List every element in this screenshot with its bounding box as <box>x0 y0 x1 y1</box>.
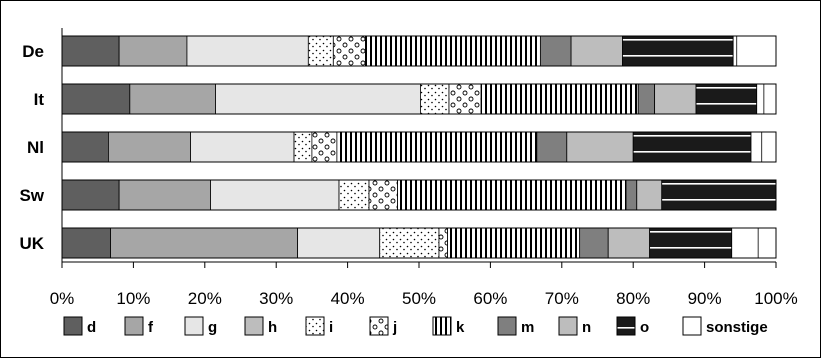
legend-swatch-h <box>244 316 264 336</box>
bar-segment-nl-n <box>566 131 634 163</box>
x-tick-label: 10% <box>116 289 150 308</box>
bar-segment-uk-o <box>649 227 733 259</box>
bar-segment-nl-m <box>536 131 568 163</box>
legend-label-d: d <box>87 319 96 336</box>
x-tick-label: 70% <box>545 289 579 308</box>
bar-segment-de-d <box>61 35 120 67</box>
bar-segment-de-o <box>622 35 734 67</box>
bar-segment-it-d <box>61 83 131 115</box>
bar-segment-it-n <box>654 83 697 115</box>
bar-segment-nl-d <box>61 131 109 163</box>
bar-segment-it-sonstige <box>756 83 765 115</box>
x-tick-label: 100% <box>754 289 797 308</box>
category-label-uk: UK <box>19 234 44 253</box>
bar-segment-sw-n <box>636 179 663 211</box>
x-tick-label: 0% <box>50 289 75 308</box>
legend-label-sonstige: sonstige <box>706 319 768 336</box>
bar-segment-uk-n <box>607 227 651 259</box>
legend-label-i: i <box>329 319 333 336</box>
bar-segment-de-g <box>186 35 309 67</box>
bar-segment-de-k <box>365 35 541 67</box>
x-tick-label: 30% <box>259 289 293 308</box>
category-label-de: De <box>22 42 44 61</box>
bar-segment-uk-g <box>297 227 381 259</box>
bar-segment-uk-j <box>438 227 448 259</box>
bar-segment-nl-sonstige <box>750 131 763 163</box>
x-axis: 0% 10% 20% 30% 40% 50% 60% 70% 80% 90% 100% <box>50 28 798 308</box>
bar-segment-uk-i <box>379 227 440 259</box>
category-label-nl: Nl <box>27 138 44 157</box>
bar-segment-de-f <box>118 35 188 67</box>
x-tick-label: 80% <box>616 289 650 308</box>
bar-segment-sw-g <box>210 179 340 211</box>
bar-segment-sw-f <box>118 179 211 211</box>
legend-swatch-n <box>558 316 578 336</box>
bar-segment-it-k <box>480 83 639 115</box>
category-labels: De It Nl Sw UK <box>19 42 44 253</box>
bar-segment-nl-f <box>108 131 191 163</box>
category-label-it: It <box>34 90 45 109</box>
bar-segment-nl-o <box>632 131 752 163</box>
legend-label-f: f <box>148 319 154 336</box>
legend-swatch-sonstige <box>682 316 702 336</box>
bar-segment-de-i <box>307 35 334 67</box>
legend-label-o: o <box>640 319 649 336</box>
bar-segment-it-o <box>695 83 758 115</box>
bar-segment-de-n <box>570 35 623 67</box>
bar-segment-it-j <box>448 83 482 115</box>
bar-segment-it-f <box>129 83 216 115</box>
legend-swatch-k <box>432 316 452 336</box>
bar-segment-sw-j <box>368 179 398 211</box>
legend-label-k: k <box>456 319 465 336</box>
legend-swatch-m <box>497 316 517 336</box>
bar-segment-it-m <box>637 83 656 115</box>
bar-segment-nl-i <box>293 131 313 163</box>
legend-swatch-i <box>305 316 325 336</box>
bar-segment-sw-m <box>625 179 638 211</box>
legend-label-n: n <box>582 319 591 336</box>
bar-segment-sw-k <box>397 179 627 211</box>
legend-label-g: g <box>208 319 217 336</box>
bar-segment-sw-i <box>338 179 370 211</box>
bar-segment-nl-k <box>336 131 538 163</box>
bar-segment-nl-g <box>190 131 295 163</box>
legend: d f g h i j k m n o sonstige <box>63 316 768 336</box>
bar-segment-uk-m <box>579 227 609 259</box>
legend-swatch-g <box>184 316 204 336</box>
legend-swatch-f <box>124 316 144 336</box>
x-tick-label: 20% <box>188 289 222 308</box>
bar-segment-sw-d <box>61 179 120 211</box>
bar-segment-uk-d <box>61 227 111 259</box>
bar-segment-it-i <box>420 83 450 115</box>
bar-segment-uk-f <box>110 227 299 259</box>
bar-segment-nl-j <box>311 131 338 163</box>
bar-segment-uk-k <box>447 227 581 259</box>
x-tick-label: 60% <box>473 289 507 308</box>
bars-layer <box>61 35 777 259</box>
bar-segment-de-sonstige <box>732 35 738 67</box>
legend-label-h: h <box>268 319 277 336</box>
legend-swatch-o <box>616 316 636 336</box>
category-label-sw: Sw <box>19 186 44 205</box>
x-tick-label: 90% <box>688 289 722 308</box>
bar-segment-it-g <box>215 83 421 115</box>
legend-swatch-d <box>63 316 83 336</box>
bar-segment-de-m <box>539 35 572 67</box>
legend-label-j: j <box>392 319 397 336</box>
bar-segment-sw-o <box>661 179 777 211</box>
x-tick-label: 40% <box>331 289 365 308</box>
legend-swatch-j <box>369 316 389 336</box>
legend-label-m: m <box>521 319 534 336</box>
x-tick-label: 50% <box>402 289 436 308</box>
bar-segment-de-j <box>332 35 366 67</box>
bar-segment-uk-sonstige <box>731 227 759 259</box>
